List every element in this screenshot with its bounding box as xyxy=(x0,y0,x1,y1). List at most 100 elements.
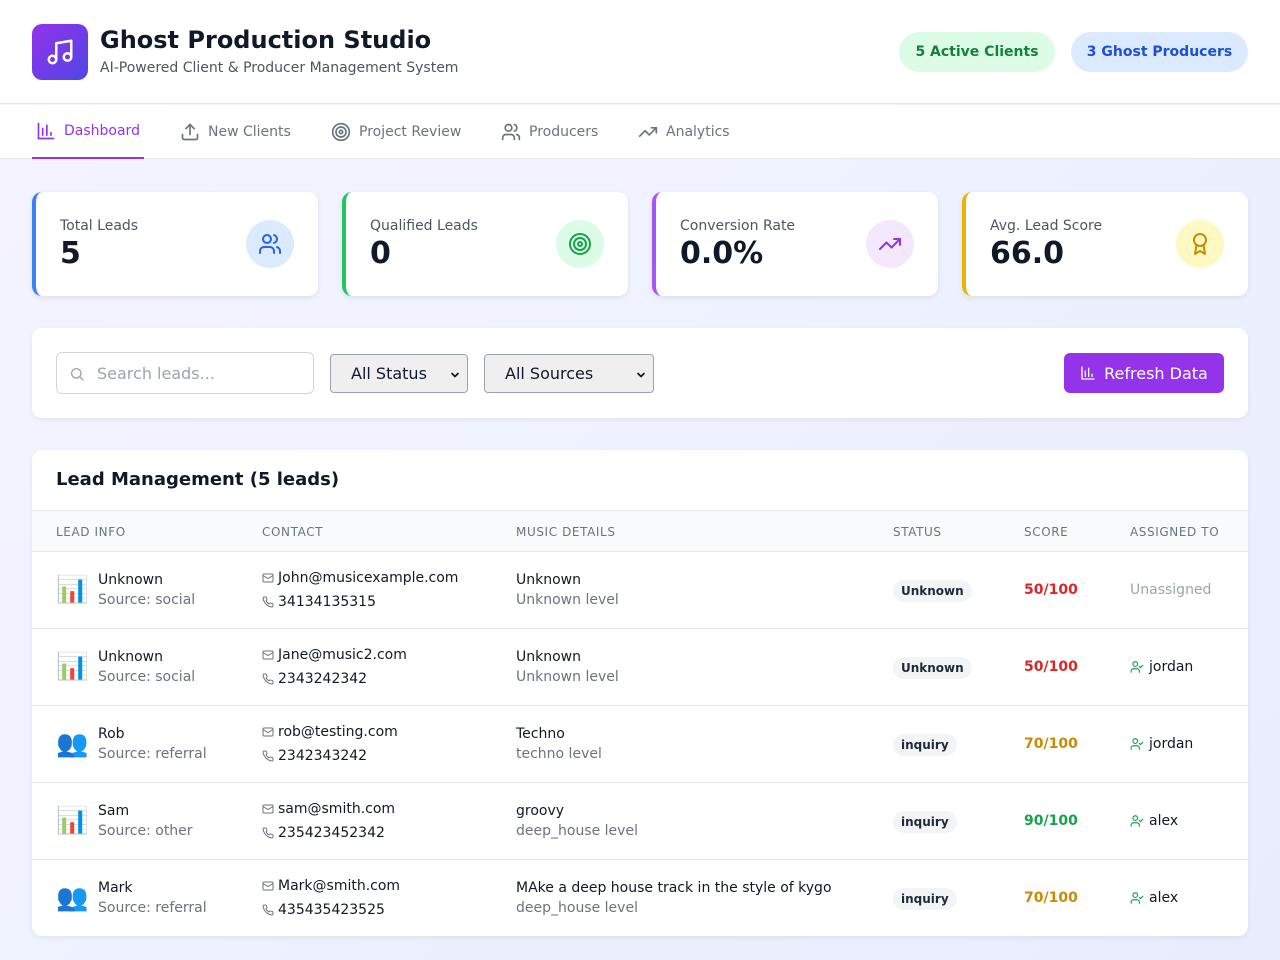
status-badge: Unknown xyxy=(893,580,972,602)
lead-source: Source: social xyxy=(98,669,196,685)
source-filter-select[interactable]: All Sources xyxy=(484,354,654,393)
stat-value: 0.0% xyxy=(680,236,764,271)
lead-score: 90/100 xyxy=(1024,813,1078,829)
lead-name: Unknown xyxy=(98,649,163,665)
column-header: ASSIGNED TO xyxy=(1130,525,1220,539)
assignee-name: alex xyxy=(1149,813,1179,829)
contact-email[interactable]: sam@smith.com xyxy=(262,801,395,817)
stat-icon-wrap xyxy=(1176,220,1224,268)
assigned-to: alex xyxy=(1130,890,1178,906)
contact-email[interactable]: John@musicexample.com xyxy=(262,570,458,586)
tab-label: Analytics xyxy=(666,124,730,140)
users-icon xyxy=(259,234,281,254)
lead-score: 70/100 xyxy=(1024,736,1078,752)
bar-chart-icon xyxy=(1081,366,1095,380)
status-filter-select[interactable]: All Status xyxy=(330,354,468,393)
email-text: rob@testing.com xyxy=(278,724,398,740)
column-header: LEAD INFO xyxy=(56,525,126,539)
music-note-icon xyxy=(47,39,73,65)
search-input[interactable] xyxy=(97,353,307,393)
trending-up-icon xyxy=(879,238,901,250)
user-check-icon xyxy=(1130,892,1144,904)
phone-icon xyxy=(262,827,274,839)
lead-score: 70/100 xyxy=(1024,890,1078,906)
lead-source: Source: referral xyxy=(98,746,207,762)
user-check-icon xyxy=(1130,815,1144,827)
phone-text: 435435423525 xyxy=(278,902,385,918)
contact-phone[interactable]: 435435423525 xyxy=(262,902,385,918)
tab-project-review[interactable]: Project Review xyxy=(331,105,461,159)
stat-label: Total Leads xyxy=(60,218,139,234)
contact-email[interactable]: Mark@smith.com xyxy=(262,878,400,894)
select-value: All Status xyxy=(351,364,427,383)
assignee-name: jordan xyxy=(1149,659,1194,675)
phone-icon xyxy=(262,596,274,608)
status-badge: Unknown xyxy=(893,657,972,679)
assigned-to: Unassigned xyxy=(1130,582,1211,598)
tab-label: New Clients xyxy=(208,124,291,140)
contact-phone[interactable]: 235423452342 xyxy=(262,825,385,841)
stat-value: 5 xyxy=(60,236,81,271)
table-row[interactable]: 📊 Unknown Source: social John@musicexamp… xyxy=(32,552,1248,629)
stat-icon-wrap xyxy=(556,220,604,268)
refresh-label: Refresh Data xyxy=(1104,363,1208,383)
tab-producers[interactable]: Producers xyxy=(501,105,598,159)
stat-icon-wrap xyxy=(246,220,294,268)
assignee-name: alex xyxy=(1149,890,1179,906)
refresh-data-button[interactable]: Refresh Data xyxy=(1064,353,1224,393)
user-check-icon xyxy=(1130,661,1144,673)
mail-icon xyxy=(262,650,274,660)
upload-icon xyxy=(181,123,199,141)
main-nav: Dashboard New Clients Project Review Pro… xyxy=(0,105,1280,159)
lead-score: 50/100 xyxy=(1024,659,1078,675)
tab-analytics[interactable]: Analytics xyxy=(638,105,730,159)
lead-source: Source: other xyxy=(98,823,193,839)
lead-type-icon: 👥 xyxy=(56,883,89,913)
phone-icon xyxy=(262,904,274,916)
target-icon xyxy=(331,122,351,142)
lead-name: Rob xyxy=(98,726,125,742)
lead-type-icon: 👥 xyxy=(56,729,89,759)
app-header: Ghost Production Studio AI-Powered Clien… xyxy=(0,0,1280,104)
award-icon xyxy=(1193,233,1207,255)
tab-label: Dashboard xyxy=(64,123,140,139)
mail-icon xyxy=(262,881,274,891)
column-header: CONTACT xyxy=(262,525,324,539)
table-row[interactable]: 👥 Mark Source: referral Mark@smith.com 4… xyxy=(32,860,1248,936)
chevron-down-icon xyxy=(637,372,645,378)
email-text: John@musicexample.com xyxy=(278,570,459,586)
bar-chart-icon xyxy=(37,122,55,140)
tab-dashboard[interactable]: Dashboard xyxy=(32,105,144,159)
music-level: Unknown level xyxy=(516,669,619,685)
status-badge: inquiry xyxy=(893,734,957,756)
music-level: deep_house level xyxy=(516,823,638,839)
phone-text: 34134135315 xyxy=(278,594,376,610)
status-badge: inquiry xyxy=(893,811,957,833)
music-genre: Techno xyxy=(516,726,565,742)
contact-phone[interactable]: 2343242342 xyxy=(262,671,367,687)
lead-source: Source: social xyxy=(98,592,196,608)
music-level: deep_house level xyxy=(516,900,638,916)
tab-new-clients[interactable]: New Clients xyxy=(180,105,291,159)
stat-label: Qualified Leads xyxy=(370,218,478,234)
phone-text: 2342343242 xyxy=(278,748,368,764)
assignee-name: Unassigned xyxy=(1130,582,1212,598)
table-row[interactable]: 📊 Sam Source: other sam@smith.com 235423… xyxy=(32,783,1248,860)
table-row[interactable]: 👥 Rob Source: referral rob@testing.com 2… xyxy=(32,706,1248,783)
select-value: All Sources xyxy=(505,364,594,383)
table-header: LEAD INFO CONTACT MUSIC DETAILS STATUS S… xyxy=(32,510,1248,552)
contact-email[interactable]: rob@testing.com xyxy=(262,724,398,740)
assignee-name: jordan xyxy=(1149,736,1194,752)
tab-label: Producers xyxy=(529,124,599,140)
mail-icon xyxy=(262,804,274,814)
status-badge: inquiry xyxy=(893,888,957,910)
stat-value: 0 xyxy=(370,236,391,271)
contact-phone[interactable]: 2342343242 xyxy=(262,748,367,764)
contact-email[interactable]: Jane@music2.com xyxy=(262,647,407,663)
table-row[interactable]: 📊 Unknown Source: social Jane@music2.com… xyxy=(32,629,1248,706)
mail-icon xyxy=(262,727,274,737)
contact-phone[interactable]: 34134135315 xyxy=(262,594,376,610)
target-icon xyxy=(569,233,591,255)
app-logo xyxy=(32,24,88,80)
column-header: SCORE xyxy=(1024,525,1069,539)
